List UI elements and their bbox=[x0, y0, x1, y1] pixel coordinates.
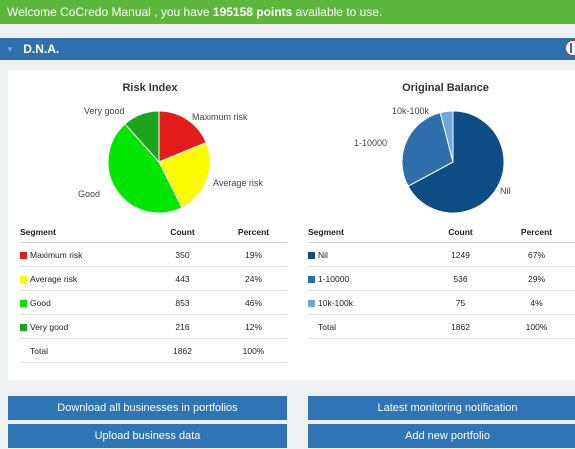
col-count: Count bbox=[423, 222, 498, 243]
pie-slice-10k-100k[interactable] bbox=[439, 110, 454, 163]
add-portfolio-button[interactable]: Add new portfolio bbox=[308, 424, 575, 448]
percent-cell: 4% bbox=[498, 290, 575, 315]
segment-label: 1-10000 bbox=[318, 273, 350, 284]
pie-slice-1-10000[interactable] bbox=[401, 112, 454, 187]
total-label: Total bbox=[318, 321, 336, 332]
pie-slice-average-risk[interactable] bbox=[158, 141, 211, 209]
col-segment: Segment bbox=[20, 222, 145, 243]
total-label: Total bbox=[30, 345, 48, 356]
table-row: Very good 216 12% bbox=[20, 314, 287, 339]
segment-cell: Average risk bbox=[20, 266, 145, 291]
label-maximum-risk: Maximum risk bbox=[192, 112, 248, 122]
label-1-10000: 1-10000 bbox=[354, 138, 388, 148]
swatch-icon bbox=[308, 251, 315, 259]
dna-info-button[interactable] bbox=[565, 40, 575, 56]
swatch-icon bbox=[20, 299, 27, 307]
count-cell: 216 bbox=[145, 314, 220, 339]
label-nil: Nil bbox=[500, 186, 511, 196]
total-count: 1862 bbox=[145, 338, 220, 363]
count-cell: 853 bbox=[145, 290, 220, 315]
col-count: Count bbox=[145, 222, 220, 243]
percent-cell: 67% bbox=[498, 242, 575, 267]
balance-pie-chart bbox=[401, 110, 505, 214]
segment-label: Nil bbox=[318, 249, 328, 260]
table-row: Maximum risk 350 19% bbox=[20, 242, 287, 267]
table-header-row: Segment Count Percent bbox=[308, 222, 575, 243]
swatch-icon bbox=[20, 323, 27, 331]
segment-cell: Very good bbox=[20, 314, 145, 339]
swatch-icon bbox=[308, 299, 315, 307]
pie-slice-maximum-risk[interactable] bbox=[158, 110, 207, 163]
welcome-prefix: Welcome CoCredo Manual , you have bbox=[7, 5, 210, 19]
welcome-banner: Welcome CoCredo Manual , you have 195158… bbox=[0, 0, 575, 24]
pie-slice-very-good[interactable] bbox=[124, 110, 160, 164]
label-10k-100k: 10k-100k bbox=[392, 106, 430, 116]
pie-slice-nil[interactable] bbox=[407, 110, 505, 214]
count-cell: 1249 bbox=[423, 242, 498, 267]
segment-cell: Nil bbox=[308, 242, 423, 267]
label-good: Good bbox=[78, 189, 101, 199]
count-cell: 75 bbox=[423, 290, 498, 315]
dna-panel: Risk Index Very good Maximum risk Averag… bbox=[8, 70, 575, 380]
dna-title: D.N.A. bbox=[23, 42, 60, 56]
table-total-row: Total 1862 100% bbox=[20, 338, 287, 363]
total-percent: 100% bbox=[220, 338, 287, 363]
risk-pie-chart bbox=[107, 110, 211, 214]
welcome-suffix: available to use. bbox=[295, 5, 383, 19]
count-cell: 536 bbox=[423, 266, 498, 291]
table-row: Good 853 46% bbox=[20, 290, 287, 315]
percent-cell: 24% bbox=[220, 266, 287, 291]
percent-cell: 46% bbox=[220, 290, 287, 315]
table-row: 10k-100k 75 4% bbox=[308, 290, 575, 315]
total-count: 1862 bbox=[423, 314, 498, 339]
label-very-good: Very good bbox=[84, 106, 125, 116]
segment-cell: 1-10000 bbox=[308, 266, 423, 291]
download-businesses-button[interactable]: Download all businesses in portfolios bbox=[8, 396, 287, 420]
risk-chart-title: Risk Index bbox=[122, 82, 178, 94]
segment-label: Very good bbox=[30, 321, 69, 332]
total-percent: 100% bbox=[498, 314, 575, 339]
info-bar-icon bbox=[570, 43, 572, 53]
table-row: Average risk 443 24% bbox=[20, 266, 287, 291]
table-header-row: Segment Count Percent bbox=[20, 222, 287, 243]
balance-chart-title: Original Balance bbox=[402, 82, 489, 94]
segment-label: Average risk bbox=[30, 273, 78, 284]
col-segment: Segment bbox=[308, 222, 423, 243]
count-cell: 350 bbox=[145, 242, 220, 267]
segment-label: 10k-100k bbox=[318, 297, 353, 308]
percent-cell: 19% bbox=[220, 242, 287, 267]
swatch-icon bbox=[308, 275, 315, 283]
percent-cell: 12% bbox=[220, 314, 287, 339]
segment-cell: Maximum risk bbox=[20, 242, 145, 267]
col-percent: Percent bbox=[220, 222, 287, 243]
segment-label: Maximum risk bbox=[30, 249, 83, 260]
percent-cell: 29% bbox=[498, 266, 575, 291]
total-label-cell: Total bbox=[20, 338, 145, 363]
dna-section-header[interactable]: ▼ D.N.A. bbox=[0, 38, 575, 60]
balance-table: Segment Count Percent Nil 1249 67% 1-100… bbox=[308, 222, 575, 339]
table-total-row: Total 1862 100% bbox=[308, 314, 575, 339]
total-label-cell: Total bbox=[308, 314, 423, 339]
segment-cell: 10k-100k bbox=[308, 290, 423, 315]
upload-business-data-button[interactable]: Upload business data bbox=[8, 424, 287, 448]
swatch-icon bbox=[20, 275, 27, 283]
latest-notification-button[interactable]: Latest monitoring notification bbox=[308, 396, 575, 420]
swatch-icon bbox=[20, 251, 27, 259]
pie-slice-good[interactable] bbox=[107, 123, 183, 214]
table-row: Nil 1249 67% bbox=[308, 242, 575, 267]
segment-cell: Good bbox=[20, 290, 145, 315]
collapse-caret-icon[interactable]: ▼ bbox=[6, 45, 14, 54]
count-cell: 443 bbox=[145, 266, 220, 291]
points-balance: 195158 points bbox=[212, 5, 293, 19]
risk-table: Segment Count Percent Maximum risk 350 1… bbox=[20, 222, 287, 363]
col-percent: Percent bbox=[498, 222, 575, 243]
segment-label: Good bbox=[30, 297, 51, 308]
label-average-risk: Average risk bbox=[213, 178, 263, 188]
table-row: 1-10000 536 29% bbox=[308, 266, 575, 291]
